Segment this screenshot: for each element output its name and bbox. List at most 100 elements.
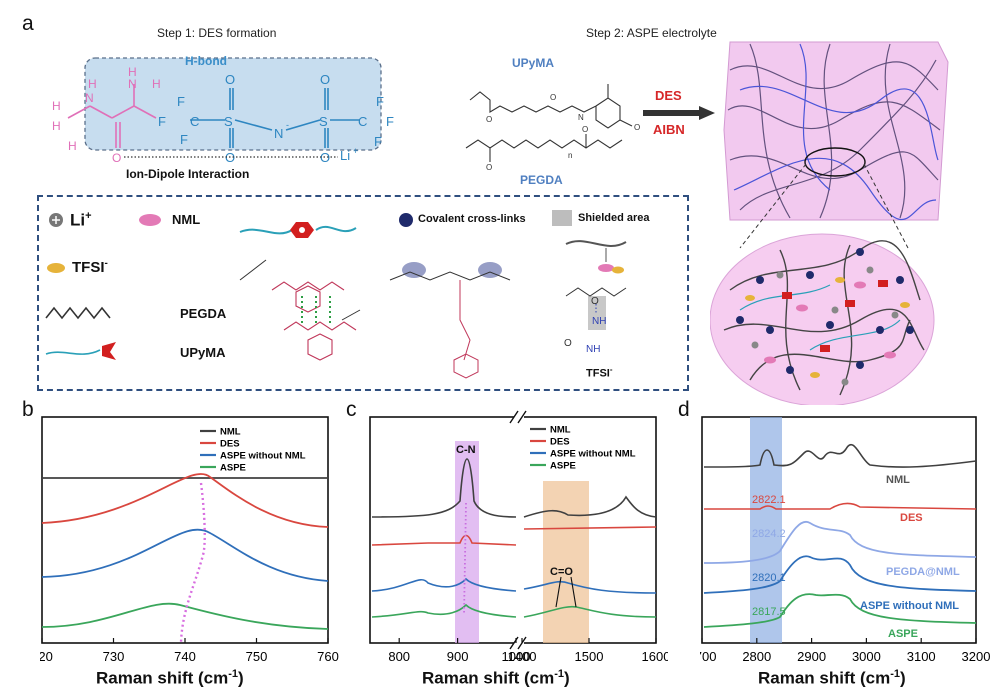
panel-label-b: b (22, 398, 34, 421)
legend-entry-aspe-without-nml: ASPE without NML (550, 449, 636, 460)
svg-text:O: O (564, 338, 572, 349)
svg-text:O: O (582, 125, 588, 134)
axis-title-b: Raman shift (cm-1) (96, 668, 244, 688)
panel-label-c: c (346, 398, 357, 421)
svg-text:F: F (177, 94, 185, 109)
x-tick-label: 720 (40, 649, 53, 664)
series-label-aspe: ASPE (888, 628, 918, 640)
step2-title: Step 2: ASPE electrolyte (586, 26, 717, 40)
peak-label-aspe: 2817.5 (752, 606, 786, 618)
series-line-nml-right (523, 495, 657, 518)
svg-text:O: O (225, 72, 235, 87)
svg-text:O: O (591, 296, 599, 307)
legend-entry-des: DES (550, 437, 570, 448)
pegda-label: PEGDA (520, 173, 563, 187)
legend-entry-des: DES (220, 439, 240, 450)
svg-text:F: F (158, 114, 166, 129)
peak-label-aspe-without-nml: 2820.1 (752, 572, 786, 584)
x-tick-label: 2800 (742, 649, 771, 664)
svg-text:F: F (180, 132, 188, 147)
des-arrow-bottom-label: AIBN (653, 122, 685, 137)
peak-label-pegda-nml: 2824.2 (752, 528, 786, 540)
series-line-aspe-without-nml-right (523, 580, 657, 594)
legend-entry-aspe: ASPE (220, 463, 246, 474)
x-tick-label: 740 (174, 649, 196, 664)
legend-icons: NH NH O O (45, 210, 627, 379)
series-label-pegda-nml: PEGDA@NML (886, 566, 960, 578)
legend-entry-aspe-without-nml: ASPE without NML (220, 451, 306, 462)
svg-text:N: N (85, 91, 94, 105)
step1-title: Step 1: DES formation (157, 26, 277, 40)
des-arrow-top-label: DES (655, 88, 682, 103)
c-n-highlight (455, 441, 479, 643)
svg-text:H: H (152, 77, 161, 91)
svg-text:H: H (88, 77, 97, 91)
svg-text:-: - (286, 120, 289, 130)
series-line-aspe (703, 593, 977, 628)
svg-text:F: F (374, 134, 382, 149)
panel-label-d: d (678, 398, 690, 421)
legend-shielded-label: Shielded area (578, 212, 650, 224)
d-highlight (750, 417, 782, 643)
series-line-aspe (41, 602, 329, 630)
series-label-nml: NML (886, 474, 910, 486)
peak-shift-guide (179, 482, 206, 644)
svg-text:H: H (52, 119, 61, 133)
series-line-aspe-left (371, 603, 517, 618)
svg-text:H: H (128, 65, 137, 79)
x-tick-label: 730 (103, 649, 125, 664)
svg-text:O: O (486, 163, 492, 172)
svg-text:N: N (128, 77, 137, 91)
chart-d: 2700 2800 2900 3000 3100 3200 NML DES 2822.1 PEG… (700, 416, 990, 664)
svg-text:F: F (386, 114, 394, 129)
svg-text:C: C (190, 114, 199, 129)
series-label-aspe-without-nml: ASPE without NML (860, 600, 959, 612)
series-line-aspe-right (523, 605, 657, 618)
x-tick-label: 800 (388, 649, 410, 664)
x-tick-label: 1000 (502, 649, 531, 664)
svg-text:O: O (634, 123, 640, 132)
svg-text:S: S (224, 114, 233, 129)
x-tick-label: 2900 (797, 649, 826, 664)
svg-text:C: C (358, 114, 367, 129)
c-n-shift-guide (463, 502, 467, 616)
c-o-highlight (543, 481, 589, 643)
svg-text:H: H (52, 99, 61, 113)
x-tick-label: 3100 (907, 649, 936, 664)
x-tick-label: 1500 (575, 649, 604, 664)
x-tick-label: 1600 (642, 649, 668, 664)
series-line-nml (703, 443, 977, 468)
legend-tfsi-small-label: TFSI- (586, 365, 613, 380)
upyma-label: UPyMA (512, 56, 554, 70)
series-line-des (41, 473, 329, 528)
svg-text:NH: NH (592, 316, 606, 327)
series-line-des-left (371, 534, 517, 546)
legend-nml-label: NML (172, 212, 201, 227)
svg-text:O: O (320, 150, 330, 165)
legend-box (37, 195, 689, 391)
x-tick-label: 3000 (852, 649, 881, 664)
polymer-network-illustration (710, 41, 949, 405)
hbond-label: H-bond (185, 54, 227, 68)
svg-text:n: n (568, 151, 572, 160)
series-line-des (704, 502, 977, 510)
x-tick-label: 1400 (508, 649, 537, 664)
series-label-des: DES (900, 512, 923, 524)
panel-label-a: a (22, 12, 34, 35)
series-line-nml-left (371, 458, 517, 518)
svg-text:+: + (353, 146, 358, 156)
x-tick-label: 2700 (700, 649, 716, 664)
axis-title-d: Raman shift (cm-1) (758, 668, 906, 688)
svg-text:N: N (274, 126, 283, 141)
series-line-des-right (523, 526, 657, 530)
svg-text:H: H (68, 139, 77, 153)
c-o-annotation: C=O (550, 566, 573, 578)
svg-text:O: O (486, 115, 492, 124)
x-tick-label: 900 (447, 649, 469, 664)
svg-text:O: O (550, 93, 556, 102)
axis-title-c: Raman shift (cm-1) (422, 668, 570, 688)
